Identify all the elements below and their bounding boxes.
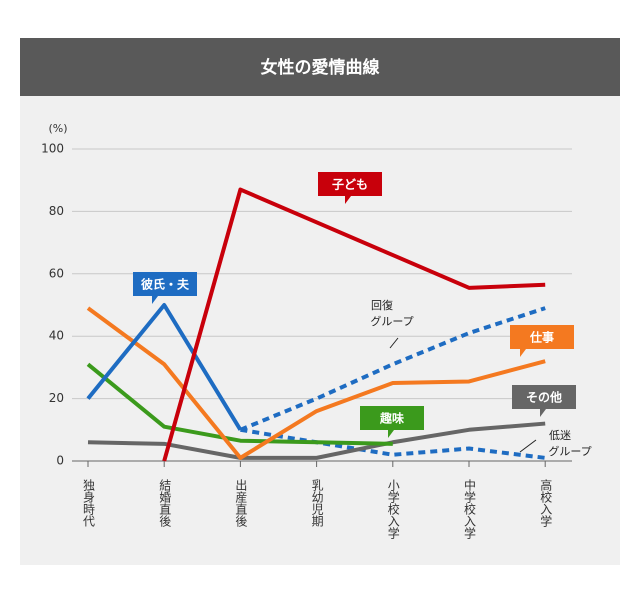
callout-box	[510, 325, 574, 357]
x-tick-label: 出産直後	[234, 479, 248, 527]
series-line	[162, 187, 546, 462]
x-tick-label: 高校入学	[539, 478, 553, 527]
y-unit: (%)	[48, 122, 67, 135]
panel	[20, 38, 620, 565]
legend-line: 回復	[371, 299, 393, 312]
x-tick-label: 小学校入学	[386, 479, 400, 539]
callout-box	[318, 172, 382, 204]
legend-label: 趣味	[379, 411, 404, 426]
callout-box	[360, 406, 424, 438]
chart-title: 女性の愛情曲線	[261, 57, 380, 78]
x-tick-label: 結婚直後	[158, 479, 172, 527]
legend-label: 彼氏・夫	[141, 277, 190, 292]
series-line	[86, 362, 393, 446]
y-tick-label: 0	[56, 454, 64, 468]
legend-line: 低迷	[549, 429, 571, 442]
y-tick-label: 60	[49, 266, 64, 280]
x-tick-label: 乳幼児期	[310, 479, 324, 527]
legend-label: 仕事	[529, 330, 554, 345]
legend-label: 回復グループ	[370, 299, 413, 328]
series-line	[87, 421, 546, 460]
callout-box	[512, 385, 576, 417]
series-line	[86, 306, 546, 460]
series-line	[239, 306, 546, 432]
x-tick-label: 中学校入学	[463, 478, 477, 539]
series-line	[86, 303, 243, 431]
y-tick-label: 80	[49, 204, 64, 218]
leader-line	[519, 439, 537, 453]
y-tick-label: 20	[49, 391, 64, 405]
legend-label: 子ども	[332, 178, 368, 192]
y-tick-label: 100	[41, 142, 64, 156]
x-tick-label: 独身時代	[82, 479, 96, 528]
title-bar	[20, 38, 620, 96]
legend-label: 低迷グループ	[548, 429, 591, 458]
y-tick-label: 40	[49, 329, 64, 343]
series-line	[240, 427, 546, 460]
leader-line	[389, 337, 399, 349]
legend-label: その他	[526, 390, 562, 405]
legend-line: グループ	[548, 444, 591, 458]
callout-box	[133, 272, 197, 304]
legend-line: グループ	[370, 314, 413, 328]
